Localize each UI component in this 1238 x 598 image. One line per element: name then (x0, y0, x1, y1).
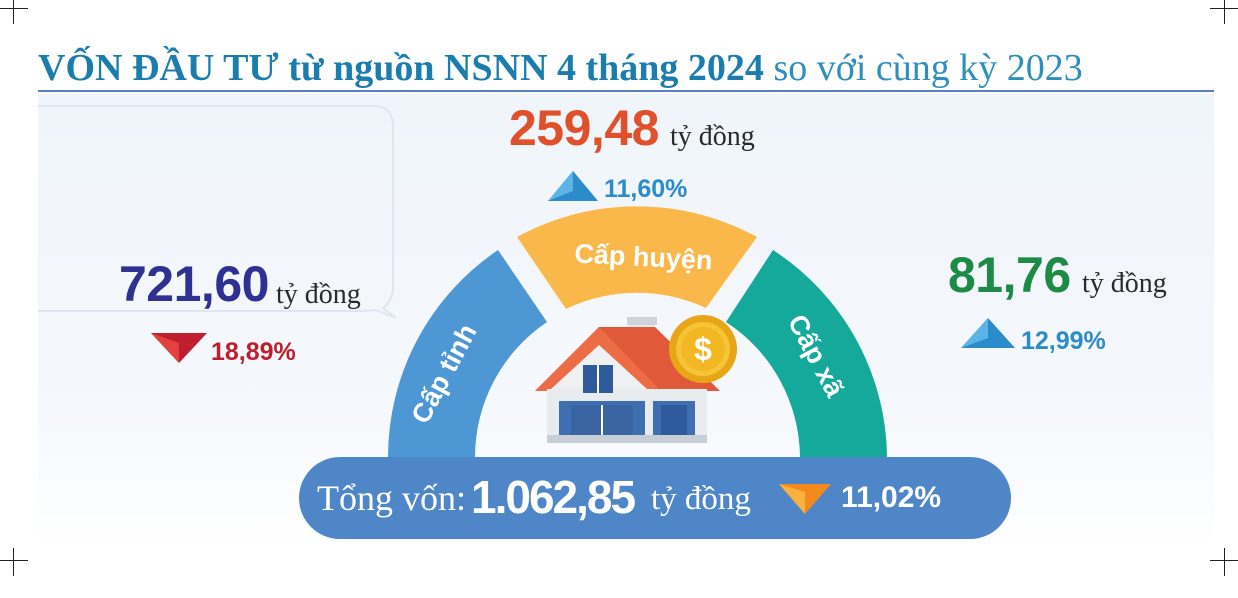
total-unit: tỷ đồng (651, 481, 751, 517)
segment-cap-tinh (388, 250, 547, 457)
arrow-down-icon (151, 333, 207, 363)
total-value: 1.062,85 (471, 471, 636, 523)
house-icon (535, 317, 720, 443)
segment-cap-xa (726, 250, 887, 457)
arrow-up-icon (961, 318, 1015, 348)
crop-mark (13, 548, 14, 576)
crop-mark (1224, 0, 1225, 24)
total-change: 11,02% (841, 481, 942, 514)
arrow-up-icon (548, 171, 598, 201)
crop-mark (13, 0, 14, 24)
total-label: Tổng vốn: (317, 478, 466, 518)
segment-label-cap-huyen: Cấp huyện (574, 238, 713, 275)
right-value: 81,76 (948, 247, 1071, 303)
bubble-outline (38, 105, 397, 319)
crop-mark (1224, 548, 1225, 576)
segment-cap-huyen (517, 206, 757, 309)
center-change: 11,60% (604, 175, 688, 203)
left-unit: tỷ đồng (276, 279, 361, 310)
title-highlight: VỐN ĐẦU TƯ (38, 47, 279, 89)
center-unit: tỷ đồng (670, 121, 755, 152)
title-middle: từ nguồn NSNN 4 tháng 2024 (278, 47, 764, 89)
right-unit: tỷ đồng (1082, 268, 1167, 299)
left-value: 721,60 (119, 256, 269, 312)
page-title: VỐN ĐẦU TƯ từ nguồn NSNN 4 tháng 2024 so… (38, 44, 1083, 92)
title-tail: so với cùng kỳ 2023 (763, 47, 1083, 89)
coin-icon: $ (669, 315, 737, 383)
right-change: 12,99% (1021, 327, 1106, 355)
arrow-down-icon (779, 484, 831, 514)
total-banner: Tổng vốn: 1.062,85 tỷ đồng 11,02% (299, 457, 1011, 539)
title-divider (38, 90, 1214, 92)
crop-mark (0, 560, 28, 561)
center-value: 259,48 (509, 100, 659, 156)
left-change: 18,89% (211, 338, 296, 366)
crop-mark (0, 8, 28, 9)
svg-text:$: $ (694, 331, 712, 367)
